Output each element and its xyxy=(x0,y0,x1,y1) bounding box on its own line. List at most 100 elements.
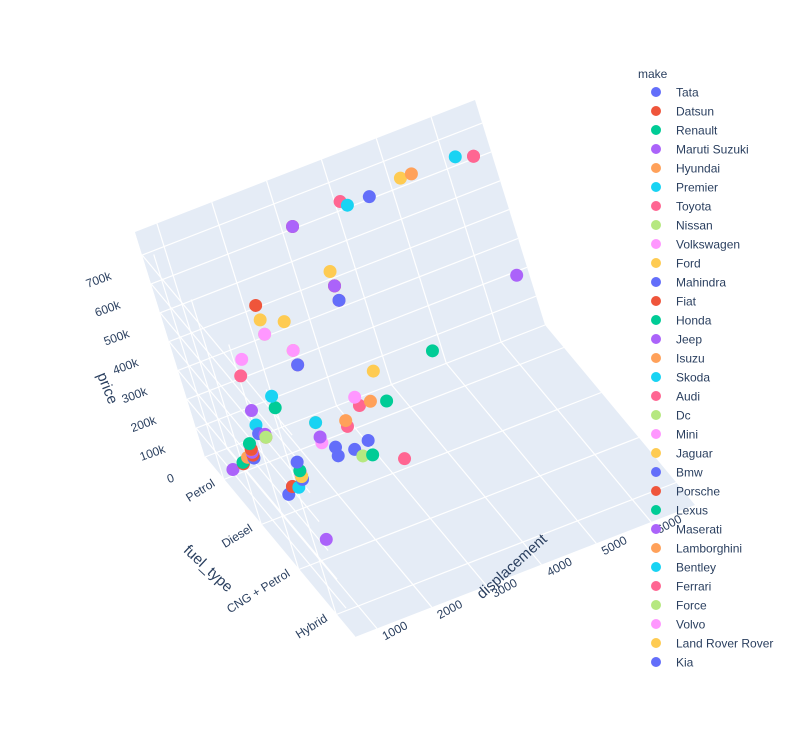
legend-item[interactable]: Fiat xyxy=(651,295,697,309)
legend-item[interactable]: Mahindra xyxy=(651,276,726,290)
data-point[interactable]: Bmw xyxy=(291,358,305,372)
data-point[interactable]: Bmw xyxy=(361,433,375,447)
data-point[interactable]: Skoda xyxy=(309,416,323,430)
legend-item[interactable]: Maserati xyxy=(651,523,722,537)
legend-item[interactable]: Premier xyxy=(651,181,718,195)
data-point[interactable]: Jeep xyxy=(510,268,524,282)
data-point[interactable]: Bmw xyxy=(362,190,376,204)
gridline-y-floor xyxy=(336,481,677,616)
gridline-z-wall-y xyxy=(150,283,302,465)
data-point[interactable]: Skoda xyxy=(265,389,279,403)
legend-item[interactable]: Volkswagen xyxy=(651,238,740,252)
data-point[interactable]: Isuzu xyxy=(363,394,377,408)
data-point[interactable]: Bentley xyxy=(448,150,462,164)
data-point[interactable]: Volvo xyxy=(348,390,362,404)
data-point[interactable]: Land Rover Rover xyxy=(277,315,291,329)
data-point[interactable]: Audi xyxy=(234,369,248,383)
legend-item[interactable]: Lexus xyxy=(651,504,708,518)
legend-item[interactable]: Datsun xyxy=(651,105,714,119)
legend-marker xyxy=(651,125,661,135)
gridline-x-wall xyxy=(430,116,502,343)
gridline-z-wall-y xyxy=(195,427,347,609)
legend-item[interactable]: Volvo xyxy=(651,618,706,632)
legend-item[interactable]: Land Rover Rover xyxy=(651,637,773,651)
data-point[interactable]: Porsche xyxy=(249,298,263,312)
data-point[interactable]: Mini xyxy=(235,352,249,366)
data-point[interactable]: Maserati xyxy=(328,279,342,293)
data-point[interactable]: Ford xyxy=(366,364,380,378)
data-point[interactable]: Ferrari xyxy=(467,149,481,163)
data-point[interactable]: Toyota xyxy=(398,452,412,466)
legend-label: Ferrari xyxy=(676,580,711,594)
gridline-x-wall xyxy=(211,202,283,428)
points-layer: Maruti SuzukiDatsunRenaultHyundaiTataDat… xyxy=(226,149,524,546)
gridline-x-floor xyxy=(500,341,652,523)
data-point[interactable]: Nissan xyxy=(259,430,273,444)
data-point[interactable]: Lexus xyxy=(425,344,439,358)
z-tick-label: 600k xyxy=(93,297,123,319)
data-point[interactable]: Jaguar xyxy=(253,313,267,327)
gridline-x-floor xyxy=(336,405,488,587)
legend-item[interactable]: Nissan xyxy=(651,219,713,233)
legend-item[interactable]: Kia xyxy=(651,656,694,670)
gridline-y-floor xyxy=(261,391,602,526)
legend-marker xyxy=(651,277,661,287)
legend-item[interactable]: Force xyxy=(651,599,707,613)
data-point[interactable]: Mini xyxy=(258,327,272,341)
gridline-x-floor xyxy=(445,362,597,544)
z-tick-label: 200k xyxy=(129,413,159,435)
data-point[interactable]: Maruti Suzuki xyxy=(319,532,333,546)
data-point[interactable]: Kia xyxy=(290,455,304,469)
gridline-x-wall xyxy=(320,159,393,385)
legend-item[interactable]: Ford xyxy=(651,257,701,271)
legend-marker xyxy=(651,619,661,629)
legend-item[interactable]: Renault xyxy=(651,124,718,138)
data-point[interactable]: Jeep xyxy=(313,430,327,444)
z-tick-label: 700k xyxy=(84,268,114,290)
data-point[interactable]: Honda xyxy=(268,401,282,415)
gridline-z-wall-y xyxy=(204,456,356,638)
legend-item[interactable]: Honda xyxy=(651,314,712,328)
legend-label: Mini xyxy=(676,428,698,442)
legend-item[interactable]: Jeep xyxy=(651,333,702,347)
data-point[interactable]: Bmw xyxy=(332,293,346,307)
data-point[interactable]: Lexus xyxy=(380,394,394,408)
legend-item[interactable]: Lamborghini xyxy=(651,542,742,556)
legend-item[interactable]: Hyundai xyxy=(651,162,720,176)
data-point[interactable]: Volvo xyxy=(286,343,300,357)
legend-label: Maserati xyxy=(676,523,722,537)
legend-item[interactable]: Bmw xyxy=(651,466,703,480)
y-tick-label: Hybrid xyxy=(293,611,330,641)
legend-item[interactable]: Skoda xyxy=(651,371,710,385)
legend-item[interactable]: Tata xyxy=(651,86,699,100)
legend-item[interactable]: Dc xyxy=(651,409,691,423)
data-point[interactable]: Land Rover Rover xyxy=(323,264,337,278)
legend-item[interactable]: Maruti Suzuki xyxy=(651,143,749,157)
legend-label: Nissan xyxy=(676,219,713,233)
gridline-z-wall-x xyxy=(177,237,519,372)
data-point[interactable]: Mahindra xyxy=(329,440,343,454)
legend[interactable]: make Tata Datsun Renault Maruti Suzuki Hyund… xyxy=(638,67,773,670)
legend-label: Volkswagen xyxy=(676,238,740,252)
data-point[interactable]: Honda xyxy=(366,448,380,462)
data-point[interactable]: Bentley xyxy=(340,198,354,212)
data-point[interactable]: Maruti Suzuki xyxy=(226,462,240,476)
data-point[interactable]: Land Rover Rover xyxy=(393,171,407,185)
legend-item[interactable]: Jaguar xyxy=(651,447,713,461)
data-point[interactable]: Honda xyxy=(242,437,256,451)
data-point[interactable]: Jeep xyxy=(244,404,258,418)
legend-item[interactable]: Ferrari xyxy=(651,580,711,594)
legend-item[interactable]: Bentley xyxy=(651,561,716,575)
data-point[interactable]: Lamborghini xyxy=(404,167,418,181)
legend-item[interactable]: Isuzu xyxy=(651,352,705,366)
legend-label: Lexus xyxy=(676,504,708,518)
legend-item[interactable]: Porsche xyxy=(651,485,720,499)
legend-item[interactable]: Mini xyxy=(651,428,698,442)
data-point[interactable]: Maserati xyxy=(286,219,300,233)
data-point[interactable]: Force xyxy=(356,449,370,463)
legend-item[interactable]: Audi xyxy=(651,390,700,404)
legend-item[interactable]: Toyota xyxy=(651,200,712,214)
data-point[interactable]: Isuzu xyxy=(339,414,353,428)
y-tick-label: CNG + Petrol xyxy=(224,566,292,616)
